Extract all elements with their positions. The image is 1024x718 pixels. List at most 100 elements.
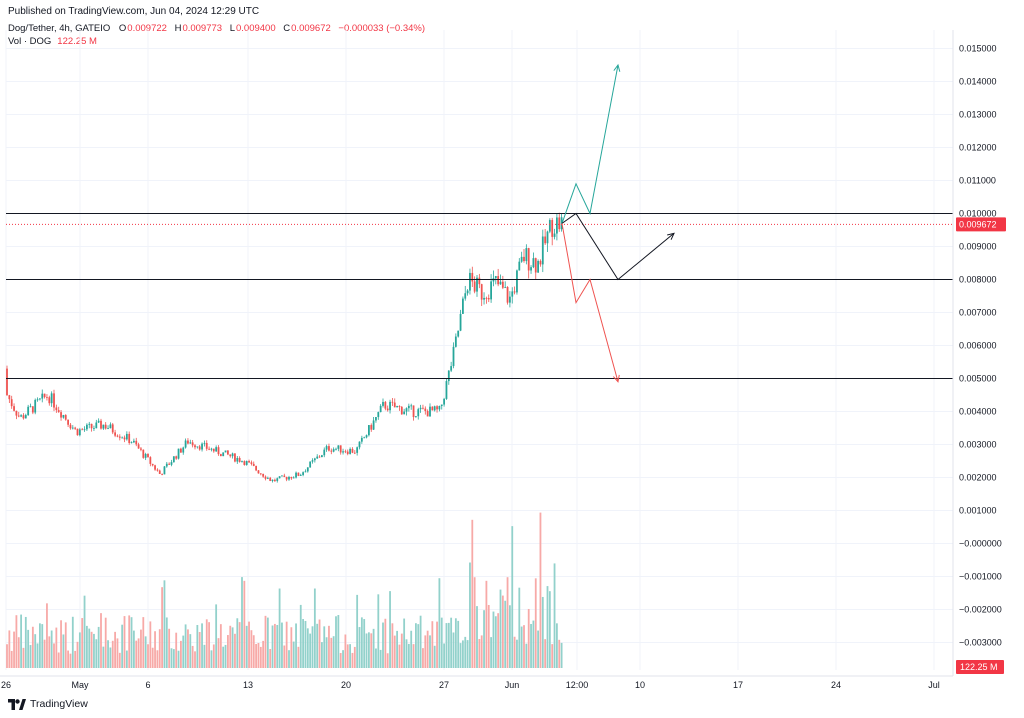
volume-bar [57, 652, 60, 668]
volume-bar [158, 629, 161, 668]
volume-bar [534, 578, 537, 668]
candle-body [325, 446, 328, 450]
volume-bar [556, 623, 558, 668]
candle-body [125, 433, 128, 440]
volume-bar [170, 648, 173, 668]
volume-bar [527, 608, 530, 668]
candle-body [31, 406, 34, 413]
candle-body [328, 446, 330, 451]
symbol-label: Dog/Tether, 4h, GATEIO [8, 23, 111, 34]
volume-bar [365, 633, 368, 668]
volume-bar [513, 636, 516, 668]
candle-body [163, 466, 166, 475]
candle-body [55, 407, 58, 411]
candle-body [537, 260, 539, 273]
volume-bar [62, 634, 65, 668]
volume-bar [483, 610, 485, 668]
volume-bar [368, 632, 370, 668]
volume-bar [76, 641, 79, 668]
volume-bar [201, 623, 203, 668]
volume-bar [133, 630, 135, 668]
volume-bar [238, 622, 241, 668]
candle-body [29, 406, 32, 408]
candle-body [264, 476, 267, 479]
volume-bar [400, 633, 403, 668]
volume-bar [323, 626, 326, 668]
volume-bar [114, 631, 116, 668]
candle-body [274, 479, 276, 481]
candle-body [34, 399, 37, 413]
candle-body [8, 395, 11, 400]
volume-bar [330, 637, 333, 668]
volume-bar [358, 627, 361, 668]
arrow-head-icon [613, 63, 621, 72]
volume-bar [90, 631, 93, 668]
candle-body [382, 401, 384, 406]
candle-body [372, 420, 375, 430]
price-tick-label: 0.010000 [959, 209, 997, 219]
volume-bar [417, 624, 420, 668]
price-tick-label: −0.001000 [959, 572, 1002, 582]
candle-body [15, 410, 18, 416]
volume-bar [553, 563, 556, 668]
candle-body [231, 453, 234, 457]
volume-bar [375, 648, 377, 668]
candle-body [445, 381, 448, 399]
volume-bar [412, 644, 415, 668]
candle-body [295, 472, 297, 478]
volume-bar [457, 620, 460, 668]
volume-bar [438, 578, 441, 668]
volume-bar [405, 639, 408, 668]
candle-body [121, 437, 124, 439]
candle-body [269, 477, 272, 481]
candle-body [356, 447, 359, 453]
volume-bar [328, 625, 330, 668]
price-tick-label: 0.002000 [959, 473, 997, 483]
price-tick-label: 0.013000 [959, 110, 997, 120]
candle-body [97, 420, 100, 423]
volume-bar [546, 586, 549, 668]
candle-body [180, 448, 182, 453]
volume-bar [163, 580, 166, 668]
candle-body [422, 407, 424, 409]
volume-bar [288, 650, 290, 668]
price-tick-label: 0.015000 [959, 44, 997, 54]
volume-bars [6, 512, 563, 668]
volume-bar [292, 641, 295, 668]
candle-body [311, 460, 314, 462]
volume-bar [506, 577, 509, 668]
candle-body [53, 393, 55, 408]
candle-body [196, 446, 199, 448]
volume-bar [325, 637, 328, 668]
ohlc-row: Dog/Tether, 4h, GATEIO O0.009722 H0.0097… [8, 22, 430, 35]
candle-body [165, 463, 168, 467]
tradingview-brand[interactable]: TradingView [8, 698, 88, 710]
candle-body [473, 281, 476, 292]
candle-body [386, 408, 389, 411]
volume-bar [83, 595, 86, 668]
volume-bar [175, 632, 178, 668]
candle-body [170, 462, 173, 465]
candle-body [431, 406, 434, 411]
candle-body [95, 422, 98, 429]
candle-body [330, 450, 333, 452]
volume-bar [194, 651, 196, 668]
volume-bar [31, 626, 34, 668]
candle-body [516, 270, 518, 293]
volume-bar [464, 636, 467, 668]
projection-path [561, 64, 619, 224]
volume-bar [306, 628, 309, 668]
volume-bar [304, 620, 307, 668]
volume-bar [55, 627, 58, 668]
volume-bar [13, 631, 15, 668]
volume-bar [386, 653, 389, 668]
volume-bar [523, 625, 525, 668]
volume-bar [403, 618, 406, 668]
volume-bar [243, 580, 246, 668]
candle-body [161, 473, 163, 475]
volume-bar [130, 617, 133, 668]
candle-body [241, 461, 243, 462]
candles [6, 212, 563, 483]
volume-bar [266, 617, 269, 668]
